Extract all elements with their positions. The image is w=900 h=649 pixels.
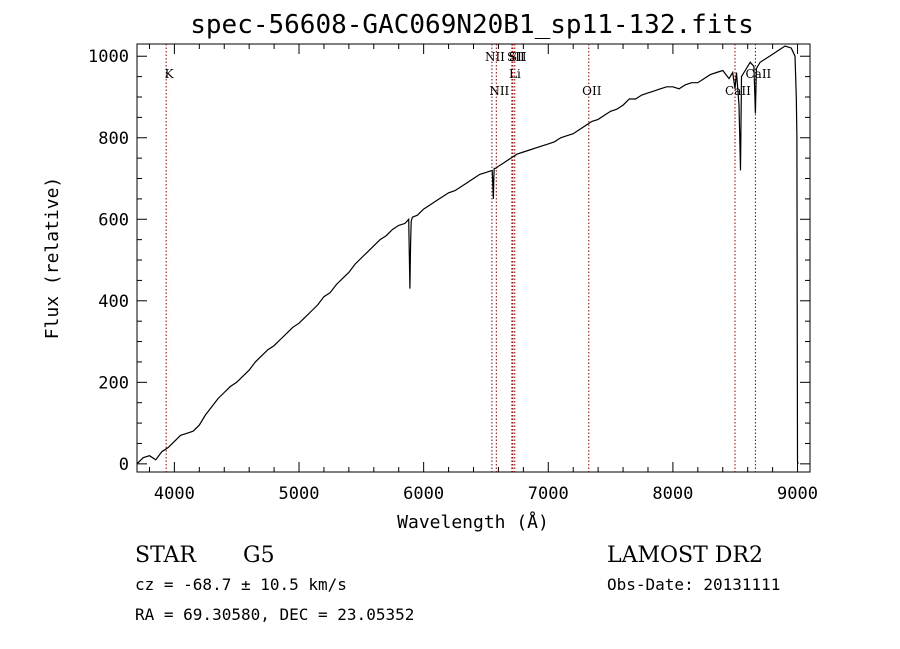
ra-dec: RA = 69.30580, DEC = 23.05352	[135, 605, 414, 624]
x-tick-label: 5000	[279, 484, 320, 504]
redshift-cz: cz = -68.7 ± 10.5 km/s	[135, 575, 347, 594]
y-tick-label: 600	[98, 210, 129, 230]
spectral-line-label: CaII	[745, 67, 771, 81]
object-class: STAR	[135, 543, 197, 568]
chart-title: spec-56608-GAC069N20B1_sp11-132.fits	[190, 10, 754, 40]
x-tick-label: 8000	[652, 484, 693, 504]
x-tick-label: 7000	[528, 484, 569, 504]
y-tick-label: 400	[98, 292, 129, 312]
x-tick-label: 6000	[403, 484, 444, 504]
y-tick-label: 800	[98, 129, 129, 149]
spectrum-line	[136, 45, 799, 465]
spectral-line-label: NII	[485, 50, 505, 64]
spectral-line-label: SII	[509, 50, 527, 64]
y-tick-label: 1000	[88, 47, 129, 67]
obs-date: Obs-Date: 20131111	[607, 575, 780, 594]
y-axis-label: Flux (relative)	[42, 177, 63, 340]
x-tick-label: 9000	[777, 484, 818, 504]
spectral-line-label: Li	[509, 67, 521, 81]
y-tick-label: 0	[119, 455, 129, 475]
y-axis-ticks: 0 200 400 600 800 1000	[88, 47, 810, 475]
spectral-line-label: SII	[507, 50, 525, 64]
spectral-line-label: K	[165, 67, 175, 81]
x-axis-label: Wavelength (Å)	[397, 511, 549, 533]
y-tick-label: 200	[98, 373, 129, 393]
spectral-line-label: NII	[489, 84, 509, 98]
object-subclass: G5	[243, 543, 275, 568]
x-axis-ticks: 4000 5000 6000 7000 8000 9000	[148, 44, 818, 504]
x-tick-label: 4000	[154, 484, 195, 504]
spectrum-series	[136, 45, 799, 465]
spectral-line-label: OII	[582, 84, 602, 98]
survey-name: LAMOST DR2	[607, 543, 763, 568]
plot-frame	[136, 43, 811, 473]
